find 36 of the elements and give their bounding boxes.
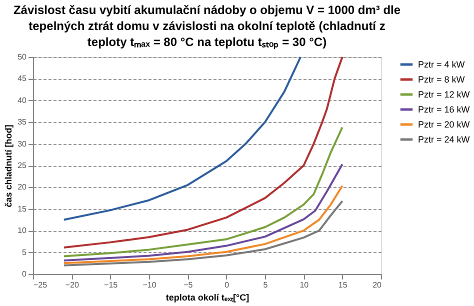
line-series [62, 200, 344, 266]
y-tick-label: 0 [22, 270, 28, 278]
legend-label: Pztr = 24 kW [418, 134, 470, 144]
y-tick-label: 10 [18, 226, 28, 236]
y-tick-label: 40 [18, 96, 28, 105]
chart-title: Závislost času vybití akumulační nádoby o objemu V = 1000 dm³ dle tepelných ztrát domu v závislosti na okolní teplotě (chladnutí z teploty tₘₐₓ = 80 °C na teplotu tₛₜₒₚ = 30 °C) [13, 3, 401, 50]
y-tick-label: 45 [18, 74, 28, 84]
y-tick-label: 15 [18, 204, 28, 214]
x-tick-label: −10 [142, 280, 157, 290]
y-tick-label: 25 [18, 161, 28, 170]
x-tick-label: 15 [338, 280, 348, 290]
x-tick-label: 10 [300, 280, 310, 290]
legend-label: Pztr = 20 kW [418, 120, 470, 130]
x-tick-label: −20 [65, 280, 80, 290]
line-series [62, 56, 302, 221]
x-tick-label: −25 [34, 280, 48, 290]
x-tick-label: −15 [104, 280, 118, 290]
x-axis-title: teplota okolí tₑₓₜ[°C] [166, 292, 250, 302]
x-tick-label: 0 [224, 280, 230, 290]
y-axis-title: čas chladnutí [hod] [4, 124, 14, 208]
line-series [62, 126, 344, 258]
x-tick-label: 20 [372, 280, 382, 290]
y-tick-label: 35 [18, 118, 28, 127]
y-tick-label: 20 [18, 182, 28, 192]
y-tick-label: 50 [18, 52, 28, 62]
y-tick-label: 30 [18, 139, 28, 148]
y-tick-label: 5 [22, 248, 28, 257]
legend-label: Pztr = 4 kW [418, 60, 466, 70]
line-series [62, 163, 344, 262]
legend-label: Pztr = 8 kW [418, 74, 466, 84]
legend-label: Pztr = 12 kW [418, 90, 470, 100]
line-series [62, 56, 344, 249]
line-series [62, 184, 344, 264]
x-tick-label: −5 [184, 280, 194, 290]
x-tick-label: 5 [263, 280, 268, 290]
legend-label: Pztr = 16 kW [418, 104, 470, 114]
